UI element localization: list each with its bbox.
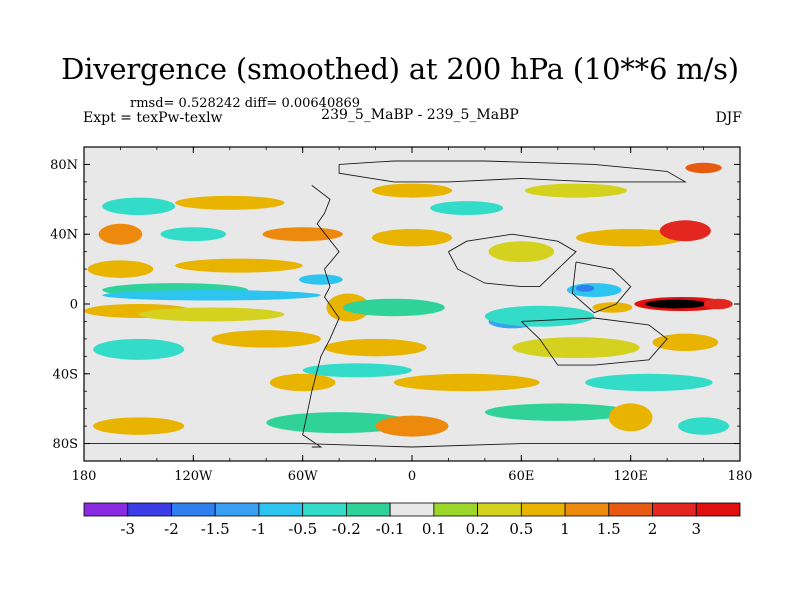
field-region [93,417,185,435]
colorbar-label: 1 [560,520,570,538]
x-tick-label: 120W [174,469,213,484]
colorbar-label: 1.5 [597,520,621,538]
field-region [430,201,504,216]
stats-line: rmsd= 0.528242 diff= 0.00640869 [130,96,361,111]
colorbar-swatch [258,502,304,517]
x-tick-label: 180 [72,469,97,484]
field-region [488,241,555,263]
colorbar-swatch [695,502,741,517]
colorbar-swatch [83,502,129,517]
x-tick-label: 60W [288,469,319,484]
field-region [659,220,711,242]
field-region [324,338,427,357]
field-region [299,274,343,285]
field-region [576,228,686,247]
colorbar: -3 -2 -1.5 -1 -0.5 -0.2 -0.1 0.1 0.2 0.5 1 1.5 2 3 [83,502,741,538]
x-tick-label: 60E [508,469,534,484]
chart-title: Divergence (smoothed) at 200 hPa (10**6 … [61,52,739,86]
colorbar-label: -0.2 [332,520,361,538]
colorbar-swatch [564,502,610,517]
field-region [512,337,640,359]
field-region [98,223,143,245]
coastline-segment [84,443,740,448]
x-tick-label: 0 [408,469,416,484]
field-region [371,183,453,198]
field-region [266,412,412,434]
field-region [685,162,722,174]
colorbar-label: 0.5 [509,520,533,538]
field-region [175,195,285,210]
colorbar-swatch [389,502,435,517]
field-region [302,363,413,378]
field-region [375,415,449,437]
colorbar-label: 0.1 [422,520,446,538]
colorbar-label: 3 [691,520,701,538]
coastline-segment [448,233,577,288]
colorbar-swatch [520,502,566,517]
contour-field [84,162,733,437]
field-region [576,284,595,292]
colorbar-label: -0.1 [376,520,405,538]
y-tick-label: 40S [53,367,78,382]
colorbar-swatch [171,502,216,517]
field-region [566,283,622,298]
field-region [652,333,719,352]
y-tick-label: 40N [50,228,78,243]
colorbar-label: 0.2 [466,520,490,538]
field-region [262,227,343,242]
field-region [138,307,285,322]
axis-ticks: 180 120W 60W 0 60E 120E 180 80N 40N 0 40S 80S [50,147,752,484]
coastline-segment [338,160,687,183]
field-region [102,290,321,301]
x-tick-label: 180 [728,469,753,484]
season-label: DJF [715,110,742,126]
coastline-segment [302,185,340,448]
colorbar-swatch [214,502,260,517]
field-region [608,403,653,432]
colorbar-label: 2 [648,520,658,538]
colorbar-swatch [652,502,697,517]
colorbar-label: -1 [252,520,267,538]
colorbar-swatch [127,502,172,517]
field-region [160,227,227,242]
field-region [87,260,154,278]
field-region [592,302,633,313]
colorbar-label: -3 [120,520,135,538]
coastline-segment [571,261,632,314]
colorbar-swatch [345,502,391,517]
experiment-label: Expt = texPw-texlw [83,110,223,126]
field-region [645,299,708,309]
field-region [585,373,713,392]
y-tick-label: 80N [50,158,78,173]
field-region [524,183,628,198]
field-region [269,373,336,392]
field-region [211,330,321,348]
field-region [342,298,445,317]
field-region [102,197,176,216]
field-region [484,403,631,421]
colorbar-swatch [477,502,522,517]
y-tick-label: 80S [53,437,78,452]
coastline [84,160,740,448]
y-tick-label: 0 [70,298,78,313]
field-region [393,373,540,392]
colorbar-label: -1.5 [201,520,230,538]
field-region [484,305,595,327]
field-region [678,417,730,435]
colorbar-swatch [433,502,479,517]
colorbar-label: -2 [164,520,179,538]
colorbar-label: -0.5 [288,520,317,538]
colorbar-swatch [608,502,653,517]
coastline-segment [520,317,668,366]
colorbar-swatch [302,502,347,517]
field-region [371,228,453,247]
field-region [703,298,733,310]
field-region [93,338,185,360]
run-label: 239_5_MaBP - 239_5_MaBP [321,107,519,123]
field-region [175,258,303,273]
x-tick-label: 120E [614,469,648,484]
